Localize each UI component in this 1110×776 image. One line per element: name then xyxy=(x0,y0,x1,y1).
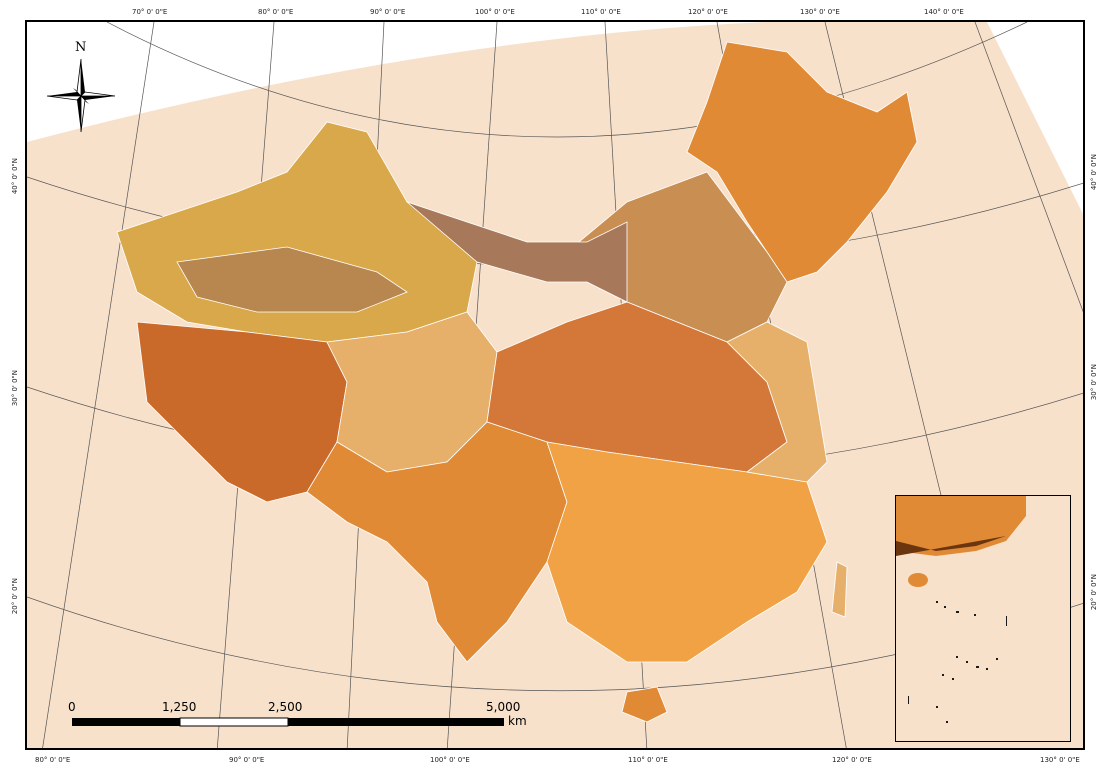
region-hainan xyxy=(621,686,668,723)
tick-left-40: 40° 0' 0"N xyxy=(11,158,19,195)
tick-right-40: 40° 0' 0"N xyxy=(1090,154,1098,191)
tick-top-140: 140° 0' 0"E xyxy=(924,8,964,16)
scale-label-2500: 2,500 xyxy=(268,700,303,714)
scale-bar: 0 1,250 2,500 5,000 km xyxy=(68,700,532,740)
scale-unit: km xyxy=(508,714,527,728)
tick-right-30: 30° 0' 0"N xyxy=(1090,364,1098,401)
region-south xyxy=(546,441,828,663)
inset-islands xyxy=(908,601,1007,723)
inset-coast-dark xyxy=(896,536,1006,556)
tick-bottom-100: 100° 0' 0"E xyxy=(430,756,470,764)
south-china-sea-inset xyxy=(895,495,1071,742)
tick-right-20: 20° 0' 0"N xyxy=(1090,574,1098,611)
region-innermongolia xyxy=(406,201,628,303)
tick-top-100: 100° 0' 0"E xyxy=(475,8,515,16)
region-taiwan xyxy=(831,561,848,618)
inset-map xyxy=(896,496,1026,723)
tick-bottom-80: 80° 0' 0"E xyxy=(35,756,71,764)
inset-hainan xyxy=(908,573,928,587)
tick-bottom-130: 130° 0' 0"E xyxy=(1040,756,1080,764)
tick-top-110: 110° 0' 0"E xyxy=(581,8,621,16)
tick-left-30: 30° 0' 0"N xyxy=(11,370,19,407)
region-east xyxy=(726,321,828,483)
scale-bar-graphic xyxy=(72,717,504,727)
tick-bottom-90: 90° 0' 0"E xyxy=(229,756,265,764)
region-southwest xyxy=(306,421,568,663)
scale-label-0: 0 xyxy=(68,700,76,714)
tick-bottom-110: 110° 0' 0"E xyxy=(628,756,668,764)
tick-top-120: 120° 0' 0"E xyxy=(688,8,728,16)
inset-coast xyxy=(896,496,1026,556)
compass-rose-icon xyxy=(46,58,116,133)
scale-label-5000: 5,000 xyxy=(486,700,521,714)
tick-top-90: 90° 0' 0"E xyxy=(370,8,406,16)
north-arrow: N xyxy=(45,40,117,133)
china-landmass xyxy=(116,41,918,723)
tick-top-70: 70° 0' 0"E xyxy=(132,8,168,16)
scale-label-1250: 1,250 xyxy=(162,700,197,714)
tick-left-20: 20° 0' 0"N xyxy=(11,578,19,615)
region-northeast xyxy=(686,41,918,283)
map-frame: 70° 0' 0"E xyxy=(25,20,1085,750)
north-label: N xyxy=(75,40,87,55)
region-taklamakan xyxy=(176,246,408,313)
tick-bottom-120: 120° 0' 0"E xyxy=(832,756,872,764)
tick-top-80: 80° 0' 0"E xyxy=(258,8,294,16)
tick-top-130: 130° 0' 0"E xyxy=(800,8,840,16)
map-canvas xyxy=(27,22,1083,748)
